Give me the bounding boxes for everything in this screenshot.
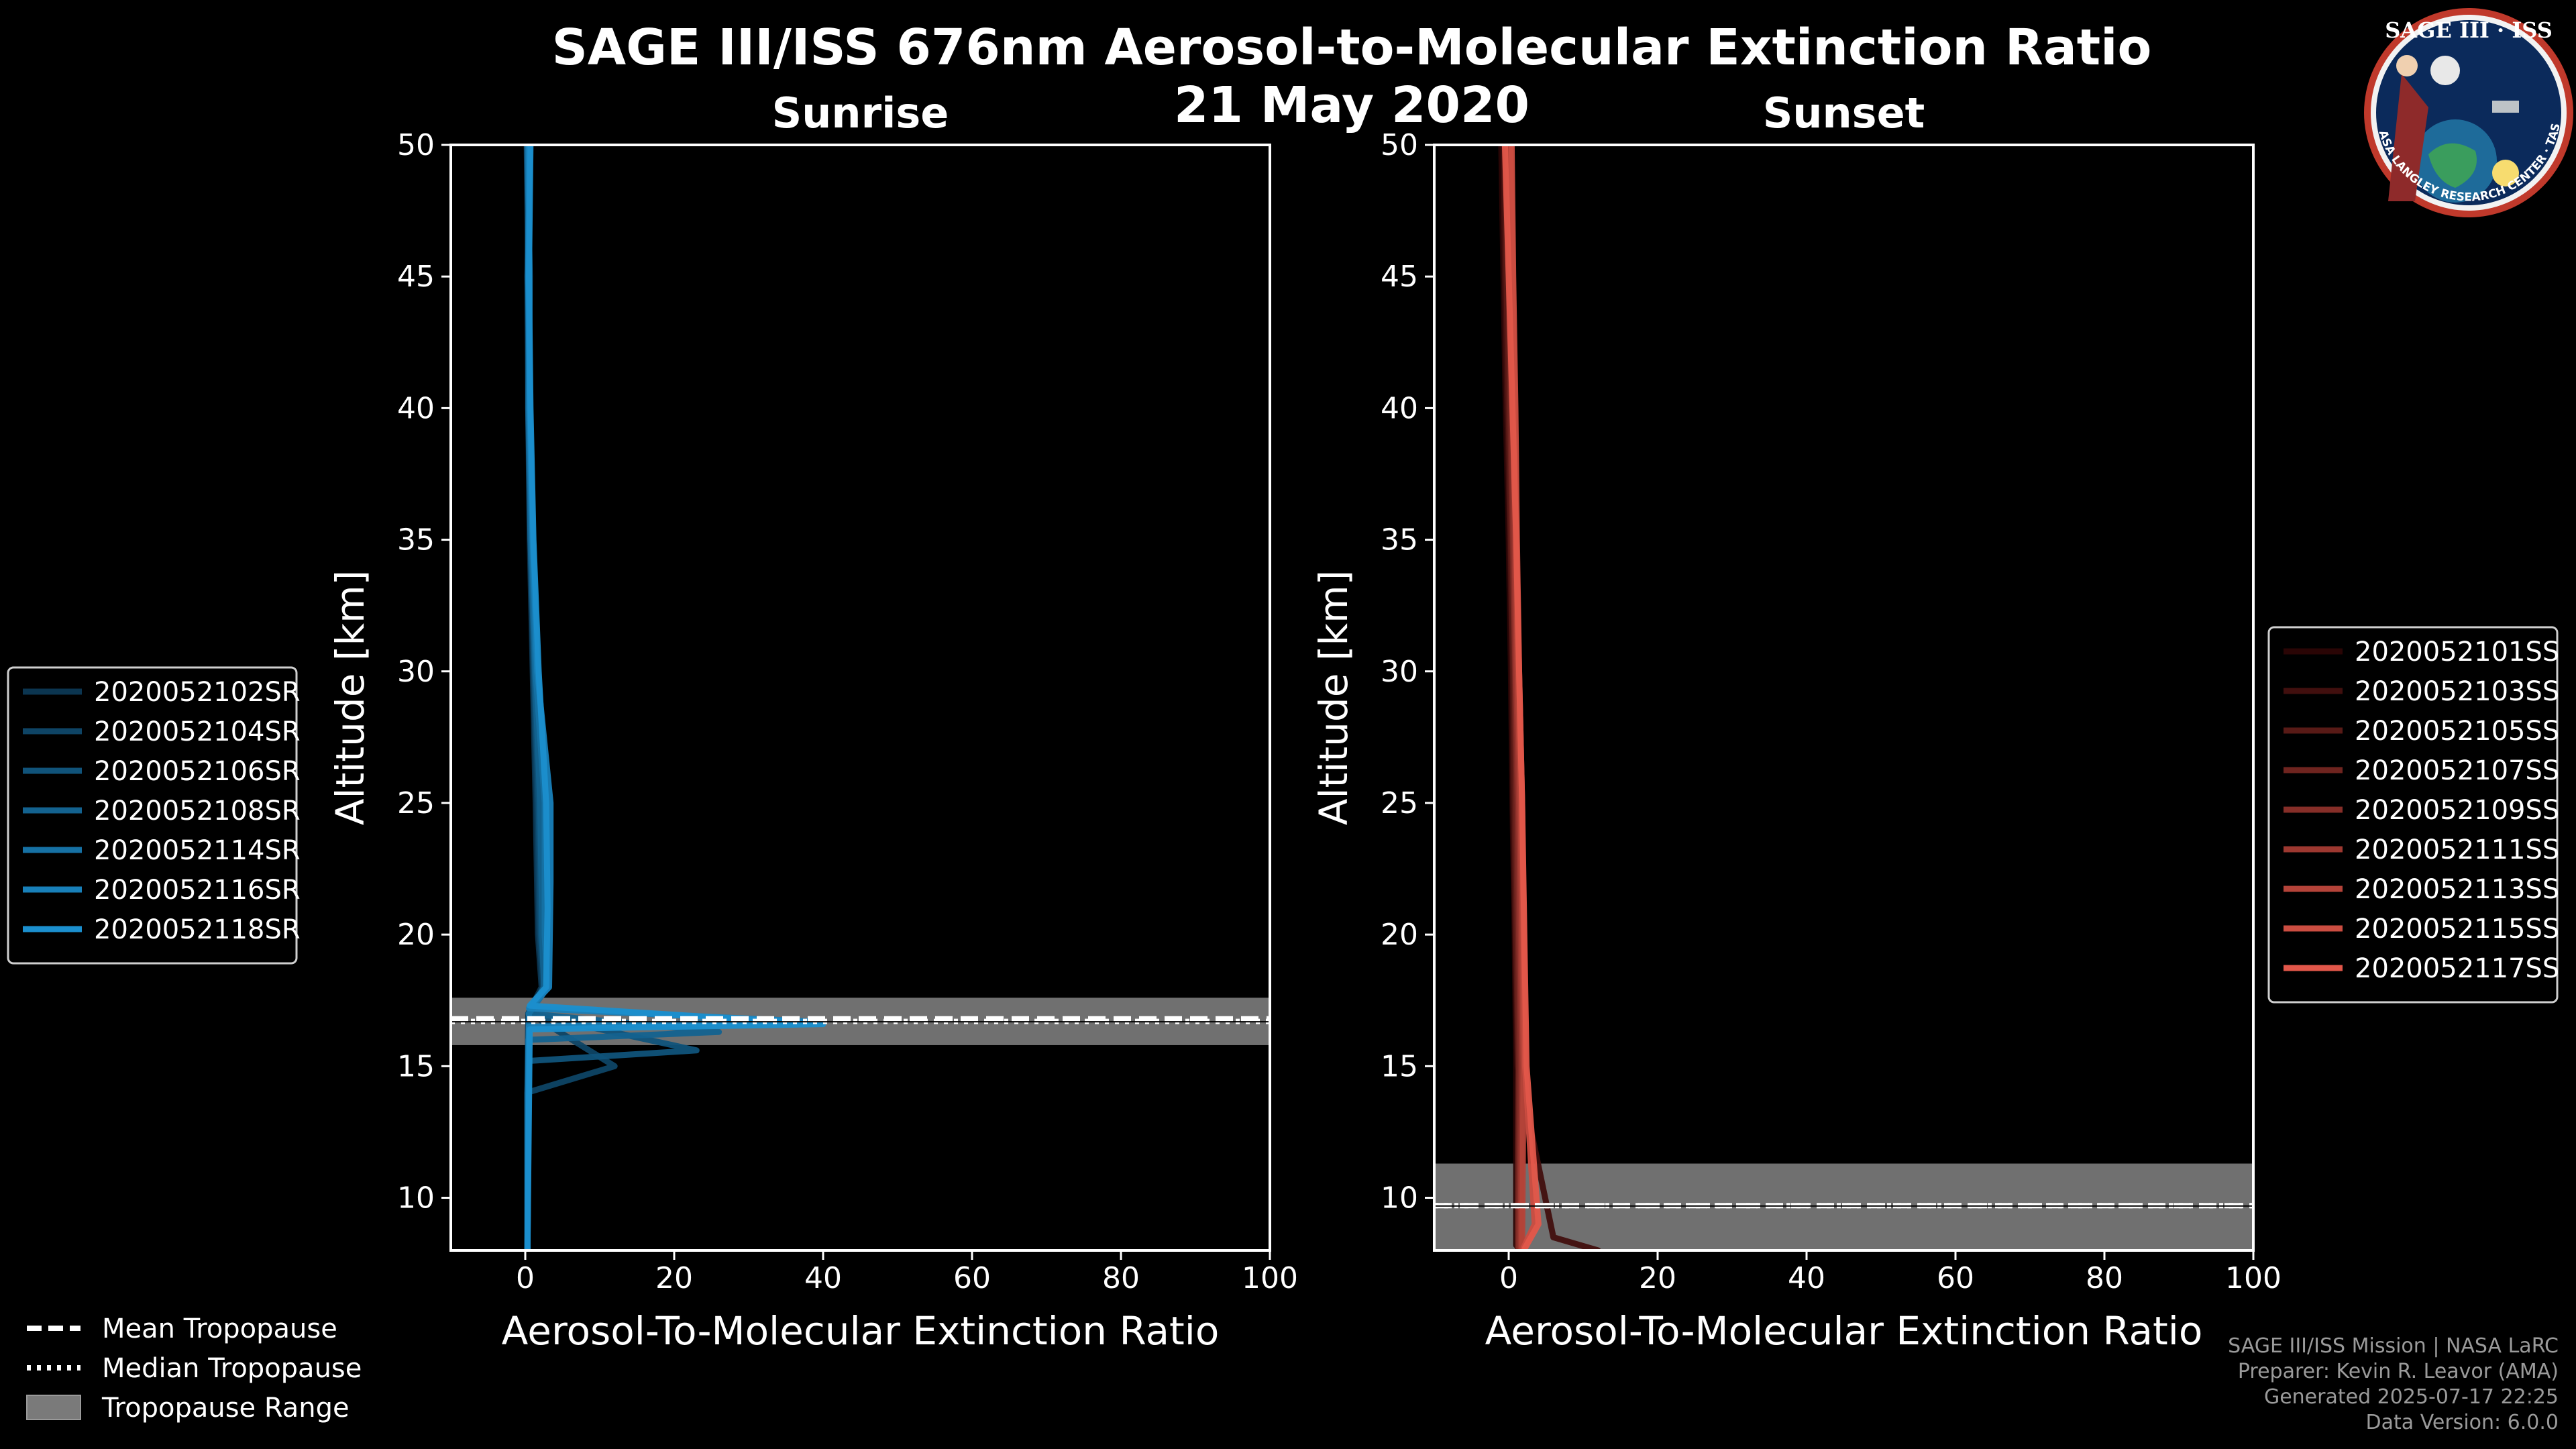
logo-continent	[2428, 143, 2477, 188]
legend-label-2020052109SS: 2020052109SS	[2355, 795, 2559, 826]
x-tick-label: 80	[2086, 1261, 2123, 1295]
figure-title: SAGE III/ISS 676nm Aerosol-to-Molecular …	[552, 19, 2152, 76]
y-axis-label: Altitude [km]	[1311, 570, 1356, 825]
logo-text: SAGE III · ISS	[2385, 17, 2553, 43]
plot-frame	[449, 144, 1271, 1252]
panel-title: Sunrise	[772, 89, 949, 138]
legend-label-2020052105SS: 2020052105SS	[2355, 716, 2559, 747]
legend-label-2020052108SR: 2020052108SR	[94, 796, 301, 826]
legend-label-2020052107SS: 2020052107SS	[2355, 755, 2559, 786]
legend-label-2020052117SS: 2020052117SS	[2355, 953, 2559, 984]
logo-sage-figure	[2388, 74, 2428, 201]
y-tick-label: 30	[397, 655, 435, 689]
series-group	[523, 145, 826, 1250]
series-group	[1498, 145, 1601, 1250]
y-tick-label: 40	[1381, 391, 1418, 425]
plot-area	[1434, 145, 2253, 1250]
x-tick-label: 100	[1242, 1261, 1298, 1295]
y-tick-label: 45	[397, 260, 435, 294]
y-tick-label: 35	[397, 523, 435, 557]
x-tick-label: 20	[655, 1261, 693, 1295]
legend-tropopause-label: Median Tropopause	[102, 1353, 362, 1384]
series-line-2020052117SS	[1501, 145, 1542, 1250]
x-tick-label: 80	[1102, 1261, 1140, 1295]
x-tick-label: 100	[2225, 1261, 2282, 1295]
series-legend-box	[2267, 626, 2559, 1004]
y-tick-label: 50	[397, 128, 435, 162]
legend-label-2020052118SR: 2020052118SR	[94, 914, 301, 945]
logo-sage-head	[2396, 55, 2418, 76]
credit-generated: Generated 2025-07-17 22:25	[2263, 1385, 2559, 1409]
figure-date: 21 May 2020	[1174, 76, 1529, 134]
logo-moon	[2430, 56, 2460, 85]
legend-range-swatch	[26, 1395, 81, 1420]
y-tick-label: 30	[1381, 655, 1418, 689]
logo-sun	[2492, 160, 2519, 186]
logo-iss-icon	[2492, 101, 2519, 113]
y-tick-label: 40	[397, 391, 435, 425]
legend-label-2020052111SS: 2020052111SS	[2355, 835, 2559, 865]
y-tick-label: 50	[1381, 128, 1418, 162]
legend-tropopause-label: Mean Tropopause	[102, 1313, 337, 1344]
legend-tropopause-label: Tropopause Range	[101, 1393, 350, 1424]
x-tick-label: 0	[1499, 1261, 1518, 1295]
x-tick-label: 0	[516, 1261, 535, 1295]
y-axis-label: Altitude [km]	[327, 570, 373, 825]
series-line-2020052118SR	[524, 145, 826, 1250]
credit-mission: SAGE III/ISS Mission | NASA LaRC	[2228, 1334, 2559, 1358]
panel-sunset: 0 20 40 60 80 100 10 15 20 25 30 35 40 45 50 Sunset Aero…	[1311, 89, 2282, 1354]
y-tick-label: 25	[397, 786, 435, 820]
y-tick-label: 15	[1381, 1049, 1418, 1083]
legend-label-2020052103SS: 2020052103SS	[2355, 676, 2559, 707]
x-tick-label: 60	[953, 1261, 991, 1295]
x-tick-label: 20	[1639, 1261, 1676, 1295]
credit-preparer: Preparer: Kevin R. Leavor (AMA)	[2237, 1360, 2559, 1383]
credit-version: Data Version: 6.0.0	[2365, 1411, 2559, 1434]
y-tick-label: 20	[397, 918, 435, 952]
legend-label-2020052116SR: 2020052116SR	[94, 875, 301, 906]
legend-label-2020052104SR: 2020052104SR	[94, 716, 301, 747]
x-tick-label: 40	[804, 1261, 842, 1295]
y-tick-label: 20	[1381, 918, 1418, 952]
legend-label-2020052113SS: 2020052113SS	[2355, 874, 2559, 905]
x-tick-label: 60	[1937, 1261, 1974, 1295]
y-tick-label: 10	[397, 1181, 435, 1216]
panel-title: Sunset	[1763, 89, 1925, 138]
plot-area	[451, 145, 1270, 1250]
y-tick-label: 25	[1381, 786, 1418, 820]
y-tick-label: 35	[1381, 523, 1418, 557]
y-tick-label: 15	[397, 1049, 435, 1083]
panel-sunrise: 0 20 40 60 80 100 10 15 20 25 30 35 40 45 50 Sunrise Aer…	[327, 89, 1298, 1354]
x-tick-label: 40	[1788, 1261, 1825, 1295]
plot-frame	[1433, 144, 2255, 1252]
y-tick-label: 45	[1381, 260, 1418, 294]
legend-label-2020052106SR: 2020052106SR	[94, 756, 301, 787]
x-axis-label: Aerosol-To-Molecular Extinction Ratio	[1485, 1308, 2203, 1354]
legend-label-2020052114SR: 2020052114SR	[94, 835, 301, 866]
legend-label-2020052102SR: 2020052102SR	[94, 677, 301, 708]
y-tick-label: 10	[1381, 1181, 1418, 1216]
credits-block: SAGE III/ISS Mission | NASA LaRC Prepare…	[2228, 1334, 2559, 1436]
legend-label-2020052115SS: 2020052115SS	[2355, 914, 2559, 945]
x-axis-label: Aerosol-To-Molecular Extinction Ratio	[502, 1308, 1220, 1354]
legend-label-2020052101SS: 2020052101SS	[2355, 637, 2559, 667]
